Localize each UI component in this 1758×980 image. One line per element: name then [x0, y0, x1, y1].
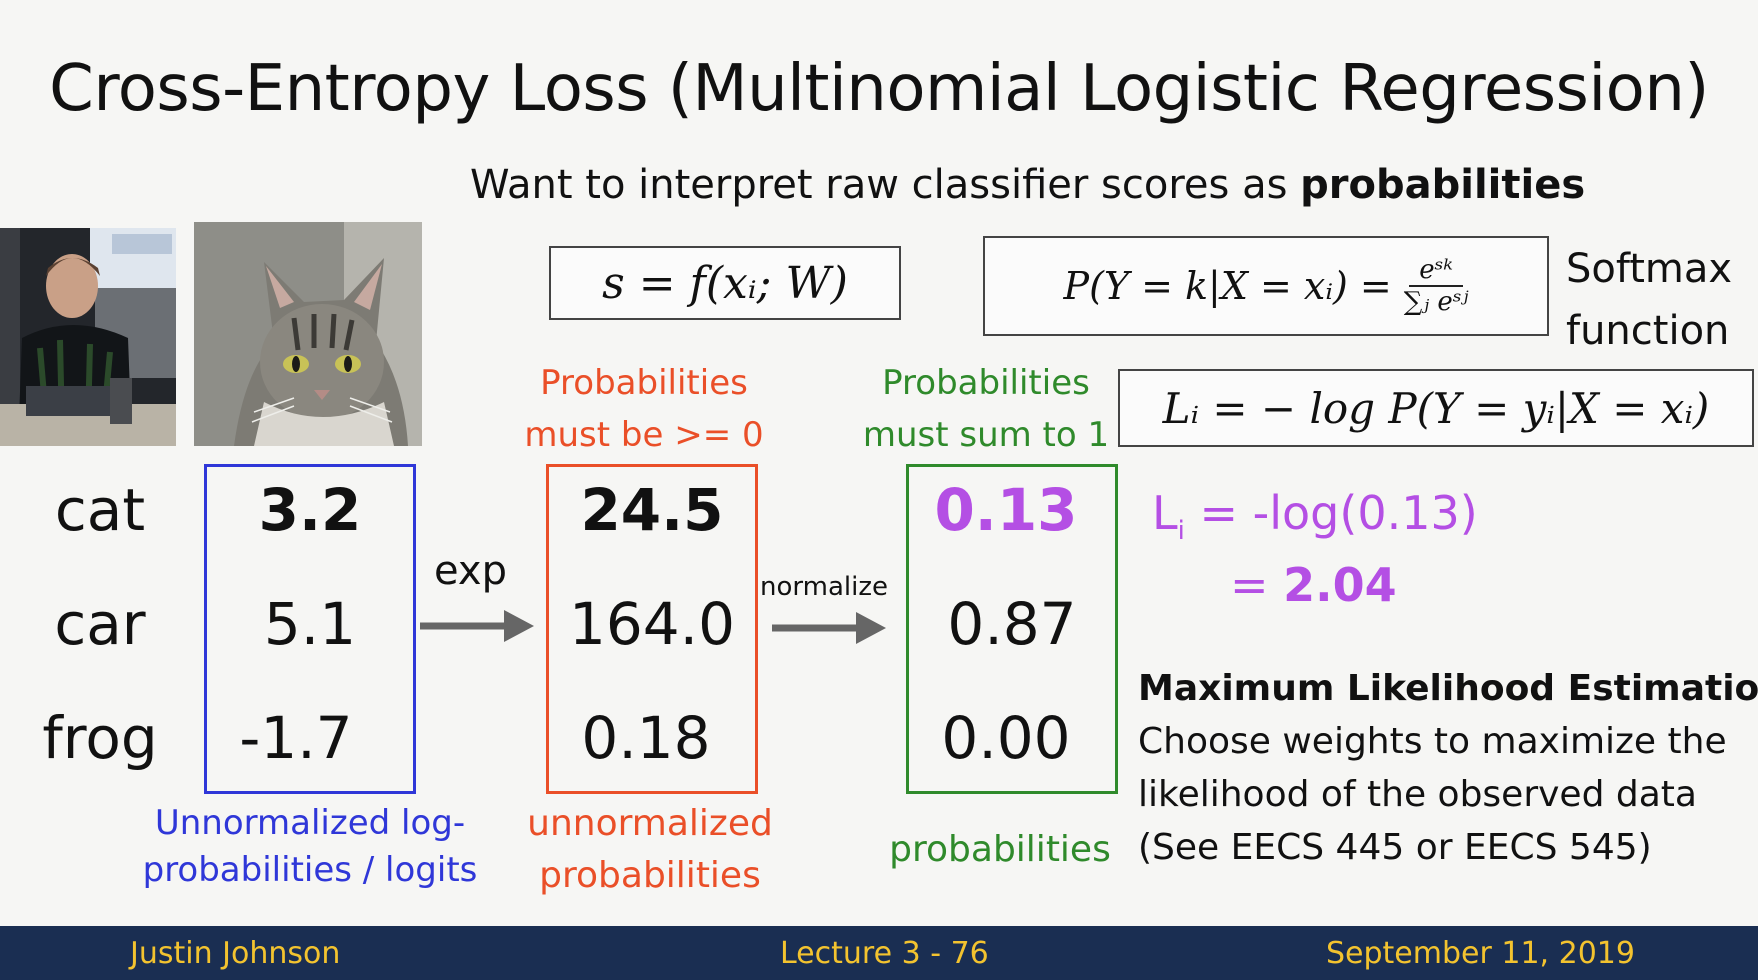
probability-car: 0.87 [947, 590, 1077, 658]
softmax-fraction: eˢᵏ ∑ⱼ eˢʲ [1404, 255, 1469, 317]
nonnegative-note-line: Probabilities [540, 363, 748, 403]
logits-box [204, 464, 416, 794]
score-formula: s = f(xᵢ; W) [549, 246, 901, 320]
nonnegative-note: Probabilities must be >= 0 [504, 357, 784, 461]
slide-subtitle: Want to interpret raw classifier scores … [470, 162, 1585, 208]
unnormalized-caption-line: unnormalized [527, 803, 773, 844]
loss-calc-rhs: = -log(0.13) [1184, 486, 1478, 540]
normalize-arrow-icon [772, 612, 886, 644]
mle-line: likelihood of the observed data [1138, 774, 1697, 815]
loss-calc-lhs: L [1152, 486, 1178, 540]
class-label-frog: frog [42, 704, 158, 772]
unnormalized-cat: 24.5 [580, 476, 724, 544]
normalize-label: normalize [760, 572, 888, 602]
lecturer-webcam-image [0, 228, 176, 446]
probabilities-box [906, 464, 1118, 794]
unnormalized-car: 164.0 [568, 590, 736, 658]
softmax-formula: P(Y = k|X = xᵢ) = eˢᵏ ∑ⱼ eˢʲ [983, 236, 1549, 336]
softmax-numerator: eˢᵏ [1409, 255, 1463, 287]
sum-to-one-note: Probabilities must sum to 1 [846, 357, 1126, 461]
softmax-label-line: function [1566, 308, 1730, 354]
logit-cat: 3.2 [258, 476, 362, 544]
unnormalized-box [546, 464, 758, 794]
mle-section: Maximum Likelihood Estimation Choose wei… [1138, 662, 1758, 874]
footer-author: Justin Johnson [130, 936, 341, 971]
unnormalized-caption-line: probabilities [539, 855, 761, 896]
footer-date: September 11, 2019 [1326, 936, 1635, 971]
logits-caption: Unnormalized log- probabilities / logits [140, 800, 480, 894]
logits-caption-line: Unnormalized log- [154, 803, 466, 843]
sum-note-line: Probabilities [882, 363, 1090, 403]
cat-image [194, 222, 422, 446]
subtitle-text: Want to interpret raw classifier scores … [470, 162, 1301, 208]
loss-formula: Lᵢ = − log P(Y = yᵢ|X = xᵢ) [1118, 369, 1754, 447]
sum-note-line: must sum to 1 [862, 415, 1110, 455]
softmax-lhs: P(Y = k|X = xᵢ) = [1063, 264, 1392, 308]
loss-result: = 2.04 [1230, 558, 1397, 612]
mle-line: Choose weights to maximize the [1138, 721, 1727, 762]
exp-label: exp [434, 548, 507, 594]
probabilities-caption: probabilities [889, 829, 1111, 870]
logit-car: 5.1 [263, 590, 357, 658]
slide-footer: Justin Johnson Lecture 3 - 76 September … [0, 926, 1758, 980]
softmax-label-line: Softmax [1566, 246, 1733, 292]
loss-formula-text: Lᵢ = − log P(Y = yᵢ|X = xᵢ) [1162, 383, 1710, 433]
softmax-denominator: ∑ⱼ eˢʲ [1403, 287, 1469, 317]
loss-result-value: 2.04 [1283, 558, 1397, 612]
mle-line: (See EECS 445 or EECS 545) [1138, 827, 1652, 868]
score-formula-text: s = f(xᵢ; W) [602, 257, 848, 309]
probability-cat: 0.13 [934, 476, 1078, 544]
slide-title: Cross-Entropy Loss (Multinomial Logistic… [49, 52, 1709, 126]
probability-frog: 0.00 [941, 704, 1071, 772]
loss-result-equals: = [1230, 558, 1284, 612]
loss-calc-subscript: i [1177, 516, 1185, 547]
mle-heading: Maximum Likelihood Estimation [1138, 668, 1758, 709]
softmax-function-label: Softmax function [1566, 238, 1732, 362]
class-label-cat: cat [54, 476, 146, 544]
loss-calculation: Li = -log(0.13) [1152, 486, 1478, 546]
subtitle-bold: probabilities [1300, 162, 1586, 208]
class-label-car: car [54, 590, 146, 658]
cat-illustration [194, 222, 422, 446]
logits-caption-line: probabilities / logits [142, 850, 478, 890]
webcam-illustration [0, 228, 176, 446]
unnormalized-caption: unnormalized probabilities [500, 798, 800, 902]
footer-lecture: Lecture 3 - 76 [780, 936, 989, 971]
unnormalized-frog: 0.18 [581, 704, 711, 772]
nonnegative-note-line: must be >= 0 [524, 415, 764, 455]
exp-arrow-icon [420, 610, 534, 642]
logit-frog: -1.7 [239, 704, 353, 772]
